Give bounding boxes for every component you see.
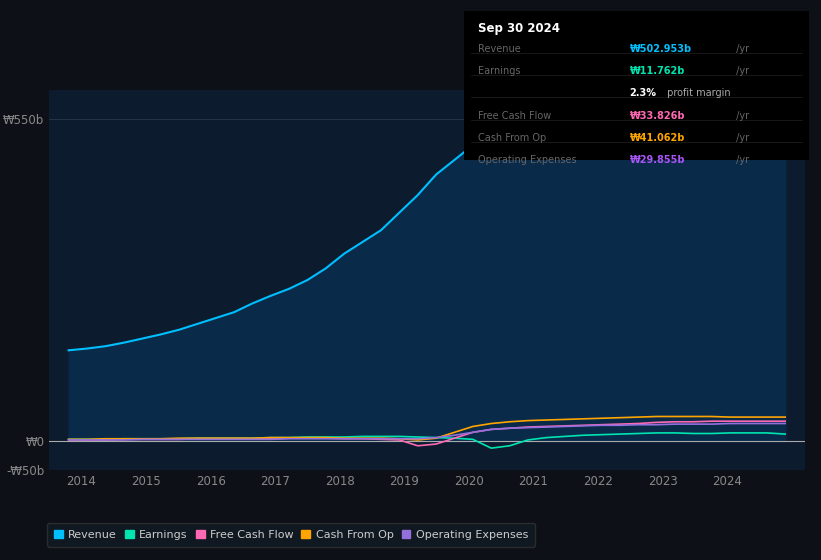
Text: ₩11.762b: ₩11.762b bbox=[630, 66, 685, 76]
Text: profit margin: profit margin bbox=[664, 88, 731, 99]
Text: /yr: /yr bbox=[733, 66, 749, 76]
Text: ₩502.953b: ₩502.953b bbox=[630, 44, 691, 54]
Text: ₩33.826b: ₩33.826b bbox=[630, 111, 685, 120]
Text: Earnings: Earnings bbox=[478, 66, 521, 76]
Text: ₩41.062b: ₩41.062b bbox=[630, 133, 685, 143]
Text: /yr: /yr bbox=[733, 44, 749, 54]
Text: Free Cash Flow: Free Cash Flow bbox=[478, 111, 551, 120]
Legend: Revenue, Earnings, Free Cash Flow, Cash From Op, Operating Expenses: Revenue, Earnings, Free Cash Flow, Cash … bbox=[48, 523, 535, 547]
Text: 2.3%: 2.3% bbox=[630, 88, 656, 99]
Text: Sep 30 2024: Sep 30 2024 bbox=[478, 22, 560, 35]
Text: Cash From Op: Cash From Op bbox=[478, 133, 546, 143]
Text: /yr: /yr bbox=[733, 155, 749, 165]
Text: ₩29.855b: ₩29.855b bbox=[630, 155, 685, 165]
Text: /yr: /yr bbox=[733, 133, 749, 143]
Text: /yr: /yr bbox=[733, 111, 749, 120]
Text: Revenue: Revenue bbox=[478, 44, 521, 54]
Text: Operating Expenses: Operating Expenses bbox=[478, 155, 576, 165]
